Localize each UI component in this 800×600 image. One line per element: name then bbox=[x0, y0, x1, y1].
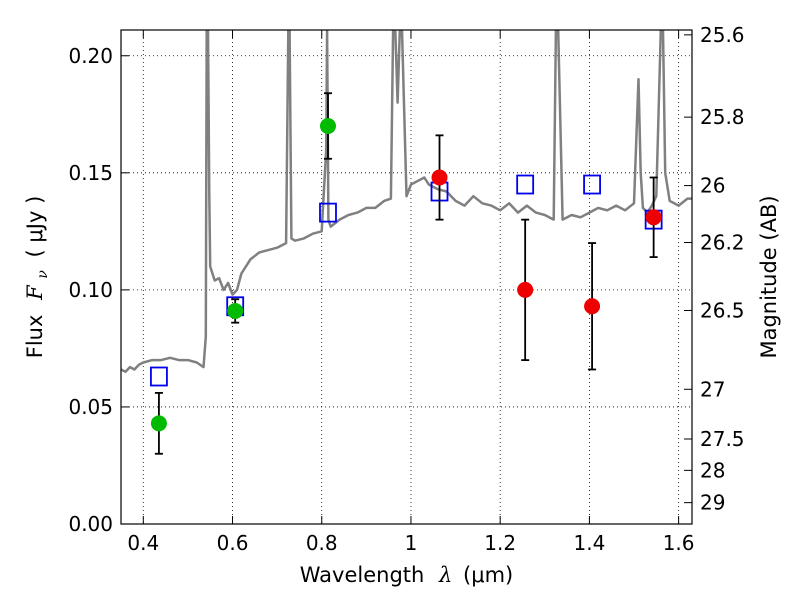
mag-tick-label: 26 bbox=[700, 174, 725, 198]
model-photometry-point bbox=[319, 202, 337, 223]
y-tick-label: 0.05 bbox=[68, 395, 113, 419]
y-axis-label-unit: ( μJy ) bbox=[23, 196, 47, 258]
plot-content bbox=[121, 30, 692, 455]
model-photometry-point bbox=[516, 174, 535, 195]
y-tick-label: 0.15 bbox=[68, 161, 113, 185]
mag-tick-label: 27.5 bbox=[700, 427, 745, 451]
y-tick-label: 0.20 bbox=[68, 44, 113, 68]
x-axis-label: Wavelength λ (μm) bbox=[300, 563, 513, 587]
y-axis-label-subscript: ν bbox=[35, 270, 51, 279]
x-axis-label-unit: (μm) bbox=[463, 563, 513, 587]
ground-photometry-point bbox=[319, 117, 336, 134]
x-tick-label: 1.4 bbox=[573, 531, 605, 555]
svg-text:Flux F ν ( μ: Flux F ν ( μJy ) bbox=[23, 196, 52, 359]
y-axis-label-text: Flux bbox=[23, 315, 47, 359]
model-photometry-point bbox=[150, 366, 168, 387]
hst-photometry-point bbox=[431, 169, 448, 186]
x-tick-label: 0.8 bbox=[306, 531, 338, 555]
model-spectrum-line bbox=[121, 30, 692, 374]
x-axis-label-text: Wavelength bbox=[300, 563, 425, 587]
mag-tick-label: 27 bbox=[700, 377, 725, 401]
x-tick-label: 1.6 bbox=[663, 531, 695, 555]
mag-tick-label: 28 bbox=[700, 458, 725, 482]
y-tick-label: 0.00 bbox=[68, 512, 113, 536]
plot-frame bbox=[120, 29, 693, 525]
mag-tick-label: 26.2 bbox=[700, 231, 745, 255]
y-axis-label: Flux F ν ( μJy ) bbox=[23, 196, 52, 359]
ground-photometry-point bbox=[227, 302, 244, 319]
x-tick-label: 1 bbox=[405, 531, 418, 555]
ground-photometry-point bbox=[150, 415, 167, 432]
x-axis-label-symbol: λ bbox=[438, 563, 452, 587]
y-tick-label: 0.10 bbox=[68, 278, 113, 302]
x-tick-label: 0.4 bbox=[127, 531, 159, 555]
mag-tick-label: 25.6 bbox=[700, 23, 745, 47]
axis-ticks: 0.4 0.6 0.8 1 1.2 1.4 1.6 0.00 0.05 0.10 0.15 0.20 2… bbox=[68, 23, 744, 555]
x-tick-label: 1.2 bbox=[484, 531, 516, 555]
mag-tick-label: 26.5 bbox=[700, 298, 745, 322]
right-axis-label-text: Magnitude (AB) bbox=[757, 195, 781, 358]
y-axis-label-symbol: F bbox=[23, 284, 47, 301]
right-axis-label: Magnitude (AB) bbox=[757, 195, 781, 358]
model-photometry-point bbox=[583, 174, 601, 195]
x-tick-label: 0.6 bbox=[217, 531, 249, 555]
hst-photometry-point bbox=[645, 209, 662, 226]
mag-tick-label: 25.8 bbox=[700, 105, 745, 129]
hst-photometry-point bbox=[584, 298, 601, 315]
mag-tick-label: 29 bbox=[700, 491, 725, 515]
hst-photometry-point bbox=[517, 281, 534, 298]
